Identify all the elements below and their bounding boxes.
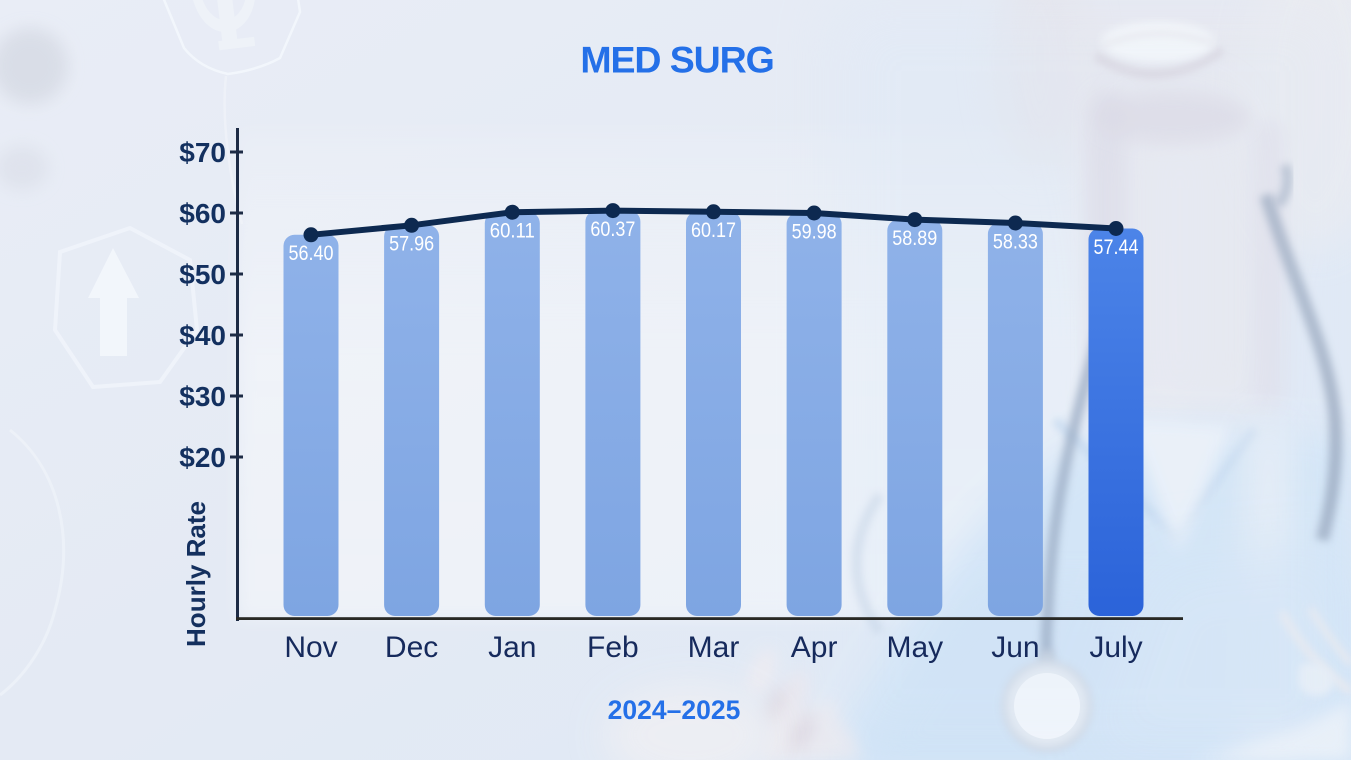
svg-text:MED SURG: MED SURG bbox=[580, 39, 773, 81]
svg-text:$70: $70 bbox=[179, 137, 226, 168]
svg-text:Jan: Jan bbox=[488, 631, 536, 664]
svg-text:56.40: 56.40 bbox=[289, 242, 334, 265]
svg-text:60.17: 60.17 bbox=[691, 219, 736, 242]
svg-text:Jun: Jun bbox=[991, 631, 1039, 664]
svg-text:May: May bbox=[886, 631, 943, 664]
svg-text:Mar: Mar bbox=[688, 631, 740, 664]
svg-text:59.98: 59.98 bbox=[792, 220, 837, 243]
svg-text:$60: $60 bbox=[179, 198, 226, 229]
svg-text:$20: $20 bbox=[179, 442, 226, 473]
svg-text:Dec: Dec bbox=[385, 631, 438, 664]
svg-text:Hourly Rate: Hourly Rate bbox=[181, 501, 211, 647]
svg-text:57.96: 57.96 bbox=[389, 233, 434, 256]
svg-text:$40: $40 bbox=[179, 320, 226, 351]
svg-text:Nov: Nov bbox=[284, 631, 337, 664]
svg-text:Feb: Feb bbox=[587, 631, 639, 664]
svg-text:2024–2025: 2024–2025 bbox=[608, 695, 741, 725]
svg-text:$50: $50 bbox=[179, 259, 226, 290]
svg-text:60.37: 60.37 bbox=[590, 218, 635, 241]
svg-text:Apr: Apr bbox=[791, 631, 838, 664]
svg-text:58.33: 58.33 bbox=[993, 230, 1038, 253]
svg-text:60.11: 60.11 bbox=[490, 220, 535, 243]
svg-text:58.89: 58.89 bbox=[892, 227, 937, 250]
svg-text:$30: $30 bbox=[179, 381, 226, 412]
svg-text:57.44: 57.44 bbox=[1094, 236, 1139, 259]
svg-text:July: July bbox=[1089, 631, 1142, 664]
